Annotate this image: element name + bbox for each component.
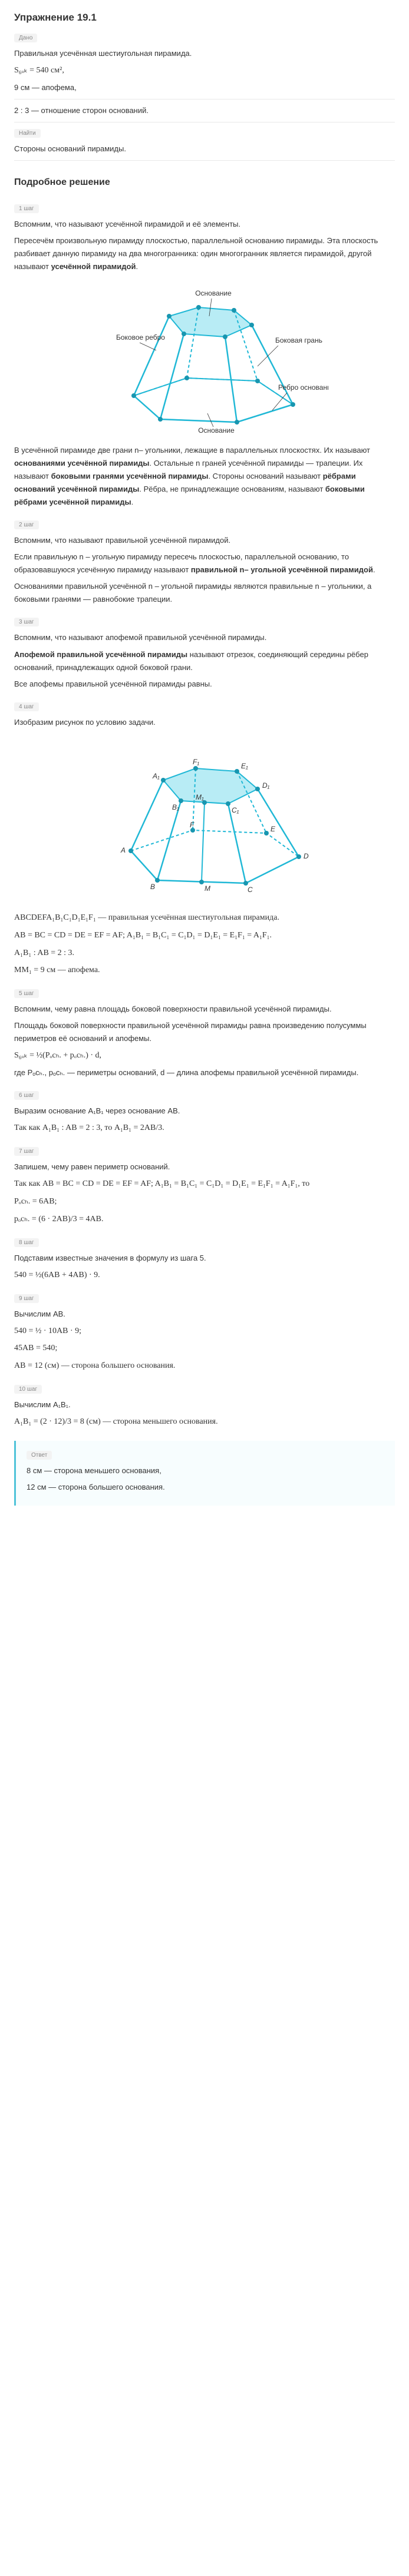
svg-text:Основание: Основание — [195, 289, 232, 297]
svg-text:F₁: F₁ — [193, 758, 199, 766]
svg-text:F: F — [190, 821, 194, 829]
step-text: A₁B₁ : AB = 2 : 3. — [14, 946, 395, 960]
step-text: ABCDEFA₁B₁C₁D₁E₁F₁ — правильная усечённа… — [14, 911, 395, 925]
step-formula: 45AB = 540; — [14, 1341, 395, 1355]
svg-text:E₁: E₁ — [241, 762, 248, 770]
step-text: Вспомним, чему равна площадь боковой пов… — [14, 1003, 395, 1016]
step-text: Вычислим AB. — [14, 1308, 395, 1321]
step-text: Вычислим A₁B₁. — [14, 1398, 395, 1411]
given-line: Правильная усечённая шестиугольная пирам… — [14, 47, 395, 60]
step-formula: S₆ₒₖ = ½(Pₒcₕ. + pₒcₕ.) · d, — [14, 1049, 395, 1063]
step-text: Все апофемы правильной усечённой пирамид… — [14, 678, 395, 691]
step-label: 1 шаг — [14, 204, 39, 213]
svg-text:B: B — [150, 883, 155, 891]
step-label: 7 шаг — [14, 1147, 39, 1156]
step-label: 8 шаг — [14, 1238, 39, 1247]
step-text: MM₁ = 9 см — апофема. — [14, 963, 395, 977]
svg-text:B₁: B₁ — [172, 803, 179, 811]
svg-text:E: E — [271, 825, 276, 833]
step-text: AB = BC = CD = DE = EF = AF; A₁B₁ = B₁C₁… — [14, 929, 395, 943]
svg-text:D: D — [304, 852, 309, 860]
given-line: 2 : 3 — отношение сторон оснований. — [14, 104, 395, 117]
svg-text:Основание: Основание — [198, 426, 235, 434]
answer-line: 8 см — сторона меньшего основания, — [27, 1464, 384, 1477]
given-line: S₆ₒₖ = 540 см², — [14, 64, 395, 78]
divider — [14, 99, 395, 100]
svg-text:Боковое ребро: Боковое ребро — [116, 333, 165, 342]
answer-line: 12 см — сторона большего основания. — [27, 1481, 384, 1494]
svg-text:Боковая грань: Боковая грань — [275, 336, 322, 344]
svg-text:C₁: C₁ — [232, 806, 239, 814]
step-formula: Pₒcₕ. = 6AB; — [14, 1195, 395, 1209]
step-text: Подставим известные значения в формулу и… — [14, 1252, 395, 1265]
step-formula: A₁B₁ = (2 · 12)/3 = 8 (см) — сторона мен… — [14, 1415, 395, 1429]
find-line: Стороны оснований пирамиды. — [14, 142, 395, 155]
step-formula: pₒcₕ. = (6 · 2AB)/3 = 4AB. — [14, 1212, 395, 1226]
step-text: Выразим основание A₁B₁ через основание A… — [14, 1105, 395, 1118]
step-label: 3 шаг — [14, 618, 39, 626]
hexagonal-pyramid-figure: A₁ F₁ E₁ D₁ C₁ B₁ M₁ A F E D C B M — [14, 736, 395, 904]
step-text: Запишем, чему равен периметр оснований. — [14, 1161, 395, 1173]
truncated-pyramid-figure: Основание Боковое ребро Боковая грань Ре… — [14, 281, 395, 437]
step-label: 6 шаг — [14, 1091, 39, 1100]
step-text: Вспомним, что называют усечённой пирамид… — [14, 218, 395, 231]
divider — [14, 160, 395, 161]
given-line: 9 см — апофема, — [14, 81, 395, 94]
svg-text:C: C — [248, 886, 253, 894]
step-text: Основаниями правильной усечённой n – уго… — [14, 580, 395, 606]
step-label: 5 шаг — [14, 989, 39, 998]
svg-text:D₁: D₁ — [262, 781, 270, 790]
answer-label: Ответ — [27, 1451, 52, 1460]
step-label: 9 шаг — [14, 1294, 39, 1303]
exercise-title: Упражнение 19.1 — [14, 12, 395, 24]
step-text: Изобразим рисунок по условию задачи. — [14, 716, 395, 729]
step-text: Апофемой правильной усечённой пирамиды н… — [14, 648, 395, 674]
step-label: 2 шаг — [14, 520, 39, 529]
step-text: Если правильную n – угольную пирамиду пе… — [14, 551, 395, 576]
solution-title: Подробное решение — [14, 177, 395, 188]
step-text: Вспомним, что называют апофемой правильн… — [14, 631, 395, 644]
step-text: Пересечём произвольную пирамиду плоскост… — [14, 234, 395, 273]
step-formula: Так как A₁B₁ : AB = 2 : 3, то A₁B₁ = 2AB… — [14, 1121, 395, 1135]
step-formula: AB = 12 (см) — сторона большего основани… — [14, 1359, 395, 1373]
step-formula: 540 = ½(6AB + 4AB) · 9. — [14, 1268, 395, 1282]
step-label: 4 шаг — [14, 702, 39, 711]
answer-box: Ответ 8 см — сторона меньшего основания,… — [14, 1441, 395, 1506]
step-formula: 540 = ½ · 10AB · 9; — [14, 1324, 395, 1338]
given-label: Дано — [14, 34, 37, 42]
step-text: Вспомним, что называют правильной усечён… — [14, 534, 395, 547]
step-label: 10 шаг — [14, 1385, 42, 1394]
find-label: Найти — [14, 129, 41, 138]
step-text: где Pₒcₕ., pₒcₕ. — периметры оснований, … — [14, 1066, 395, 1079]
svg-text:M: M — [204, 884, 210, 893]
svg-text:A₁: A₁ — [152, 772, 160, 780]
svg-text:A: A — [120, 846, 126, 854]
step-text: Так как AB = BC = CD = DE = EF = AF; A₁B… — [14, 1177, 395, 1191]
step-text: Площадь боковой поверхности правильной у… — [14, 1019, 395, 1045]
svg-text:M₁: M₁ — [196, 793, 204, 801]
step-text: В усечённой пирамиде две грани n– угольн… — [14, 444, 395, 509]
svg-text:Ребро основания: Ребро основания — [278, 383, 328, 392]
